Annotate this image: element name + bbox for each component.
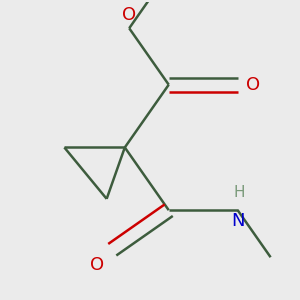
Text: H: H (234, 185, 245, 200)
Text: N: N (231, 212, 244, 230)
Text: O: O (246, 76, 260, 94)
Text: O: O (90, 256, 104, 274)
Text: O: O (122, 6, 136, 24)
